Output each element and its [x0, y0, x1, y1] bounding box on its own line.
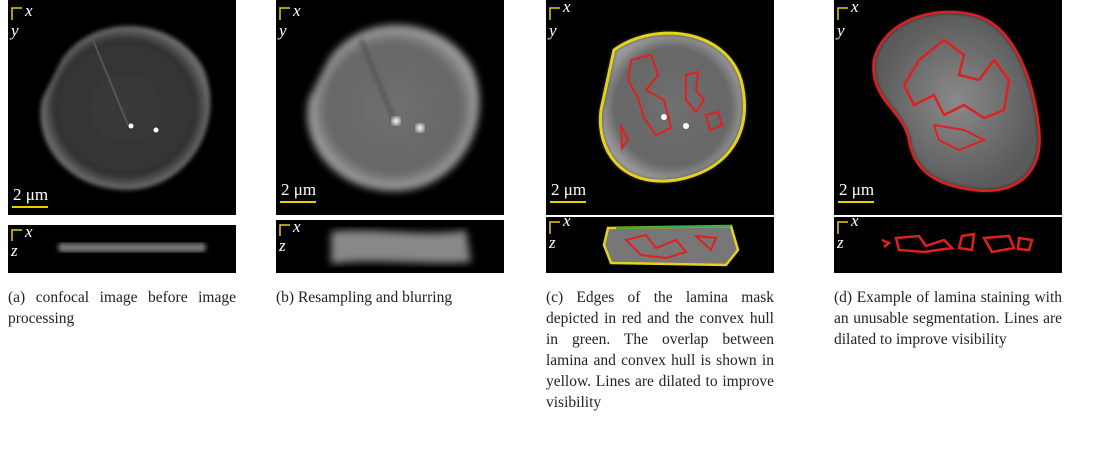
- caption: (d) Example of lamina staining with an u…: [834, 287, 1062, 350]
- axis-label: x: [562, 211, 571, 230]
- nucleus-side: [604, 226, 738, 265]
- axis-label: y: [9, 21, 19, 40]
- axis-label: z: [548, 233, 556, 252]
- caption: (b) Resampling and blurring: [276, 287, 504, 308]
- axis-label: x: [562, 0, 571, 16]
- axis-label: x: [850, 211, 859, 230]
- axis-label: x: [24, 222, 33, 241]
- scale-bar-label: 2 μm: [13, 185, 48, 204]
- axis-label: x: [292, 217, 301, 236]
- figure: x y 2 μm x z x y 2 μm x z x y 2 μm x z x…: [0, 0, 1098, 280]
- axis-label: y: [835, 21, 845, 40]
- spot: [129, 124, 134, 129]
- spot: [392, 117, 400, 125]
- axis-label: y: [547, 21, 557, 40]
- axis-label: x: [24, 1, 33, 20]
- page: x y 2 μm x z x y 2 μm x z x y 2 μm x z x…: [0, 0, 1098, 467]
- panel-d: x y 2 μm x z: [834, 0, 1062, 273]
- caption: (a) confocal image before image processi…: [8, 287, 236, 329]
- scale-bar-label: 2 μm: [281, 180, 316, 199]
- spot: [416, 124, 424, 132]
- nucleus-side: [58, 243, 206, 252]
- caption: (c) Edges of the lamina mask depicted in…: [546, 287, 774, 413]
- spot: [154, 128, 159, 133]
- scale-bar-label: 2 μm: [551, 180, 586, 199]
- scale-bar-label: 2 μm: [839, 180, 874, 199]
- panel-b: x y 2 μm x z: [276, 0, 504, 273]
- axis-label: y: [277, 21, 287, 40]
- axis-label: x: [292, 1, 301, 20]
- spot: [683, 123, 689, 129]
- axis-label: z: [10, 241, 18, 260]
- axis-label: x: [850, 0, 859, 16]
- nucleus-side: [331, 230, 471, 264]
- panel-c: x y 2 μm x z: [546, 0, 774, 273]
- axis-label: z: [278, 236, 286, 255]
- spot: [661, 114, 667, 120]
- axis-label: z: [836, 233, 844, 252]
- panel-a: x y 2 μm x z: [8, 0, 236, 273]
